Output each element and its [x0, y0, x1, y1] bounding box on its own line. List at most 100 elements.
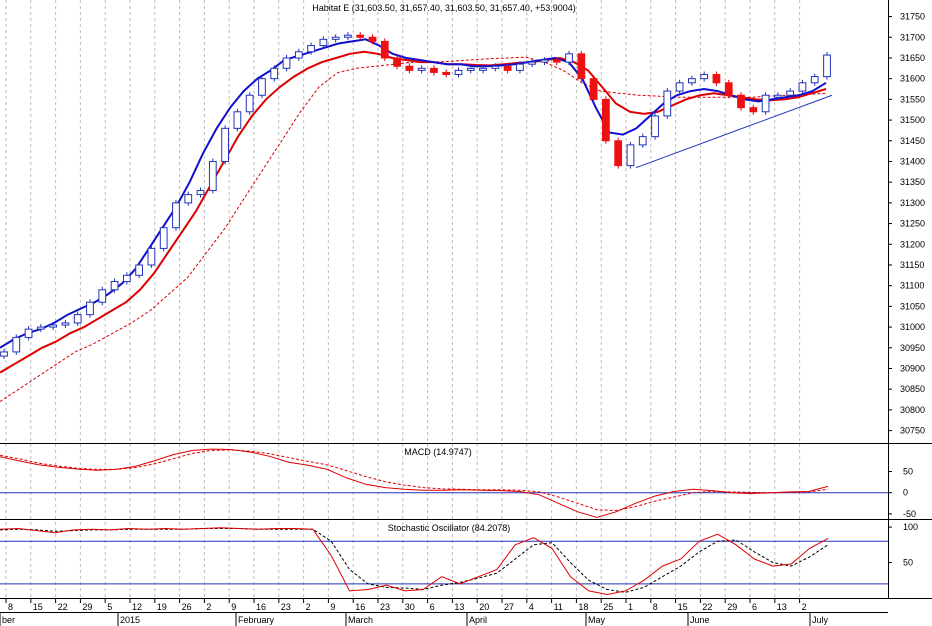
x-day-tick-label: 22 — [702, 602, 712, 612]
x-day-tick-label: 18 — [578, 602, 588, 612]
price-candle — [135, 264, 143, 276]
price-candle — [393, 57, 401, 67]
price-candle — [122, 274, 131, 283]
x-day-tick-label: 26 — [182, 602, 192, 612]
price-candle — [73, 314, 82, 324]
vertical-gridlines — [5, 0, 801, 598]
price-y-tick-label: 30900 — [900, 363, 925, 373]
price-candle — [344, 34, 352, 38]
x-month-label: ber — [2, 615, 15, 625]
price-candle — [491, 65, 500, 69]
price-candle — [638, 136, 647, 146]
price-candle — [61, 322, 70, 326]
support-trendline — [635, 94, 833, 169]
x-day-tick-label: 25 — [603, 602, 613, 612]
price-candle — [823, 54, 831, 78]
x-day-tick-label: 13 — [454, 602, 464, 612]
price-candle — [319, 38, 328, 47]
price-candle — [258, 78, 266, 96]
x-day-tick-label: 6 — [430, 602, 435, 612]
price-y-tick-label: 30950 — [900, 343, 925, 353]
x-month-label: June — [690, 615, 710, 625]
stoch-k-line — [0, 527, 829, 596]
price-y-tick-label: 31650 — [900, 53, 925, 63]
x-day-tick-label: 13 — [777, 602, 787, 612]
price-candle — [208, 160, 217, 191]
price-candle — [159, 227, 168, 249]
price-candle — [0, 351, 8, 357]
price-candles — [0, 32, 831, 360]
price-candle — [380, 40, 389, 59]
price-y-tick-label: 31450 — [900, 136, 925, 146]
stoch-level-lines — [0, 540, 888, 585]
price-candle — [110, 281, 119, 291]
dashed-red-moving-average — [0, 56, 827, 403]
price-candle — [270, 67, 279, 80]
price-candle — [589, 78, 598, 100]
price-candle — [565, 53, 573, 63]
price-y-tick-label: 31600 — [900, 74, 925, 84]
price-y-tick-label: 31250 — [900, 219, 925, 229]
price-candle — [442, 71, 451, 76]
x-day-tick-label: 12 — [132, 602, 142, 612]
macd-signal-line — [0, 449, 829, 512]
x-day-tick-label: 1 — [628, 602, 633, 612]
stoch-y-tick-label: 50 — [903, 558, 913, 568]
price-candle — [810, 76, 819, 84]
x-day-tick-label: 6 — [752, 602, 757, 612]
panel-borders — [0, 0, 932, 599]
x-month-label: April — [469, 615, 487, 625]
price-candle — [516, 63, 524, 71]
price-candle — [749, 107, 758, 113]
price-candle — [98, 289, 107, 303]
price-candle — [417, 67, 426, 71]
price-candle — [86, 301, 94, 316]
price-y-tick-label: 30750 — [900, 426, 925, 436]
price-y-tick-label: 31550 — [900, 94, 925, 104]
price-y-tick-label: 31500 — [900, 115, 925, 125]
x-day-tick-label: 29 — [82, 602, 92, 612]
x-day-tick-label: 29 — [727, 602, 737, 612]
price-candle — [503, 65, 512, 71]
price-y-tick-label: 30800 — [900, 405, 925, 415]
price-y-tick-label: 31350 — [900, 177, 925, 187]
x-month-label: July — [812, 615, 829, 625]
price-candle — [798, 82, 807, 92]
x-day-tick-label: 11 — [554, 602, 563, 612]
price-y-tick-label: 30850 — [900, 384, 925, 394]
price-candle — [466, 67, 475, 71]
macd-y-tick-label: 50 — [903, 467, 913, 477]
price-y-tick-label: 31000 — [900, 322, 925, 332]
price-candle — [675, 82, 684, 92]
x-day-tick-label: 22 — [58, 602, 68, 612]
macd-line — [0, 448, 829, 518]
x-month-label: 2015 — [120, 615, 140, 625]
price-candle — [245, 94, 254, 113]
x-day-tick-label: 19 — [157, 602, 167, 612]
price-candle — [528, 61, 537, 65]
price-candle — [651, 115, 659, 138]
price-candle — [184, 194, 193, 204]
price-candle — [24, 328, 33, 338]
price-candle — [761, 94, 770, 113]
x-day-tick-label: 2 — [306, 602, 311, 612]
price-candle — [307, 45, 315, 53]
x-month-label: March — [348, 615, 373, 625]
stoch-panel-title: Stochastic Oscillator (84.2078) — [388, 523, 511, 533]
price-candle — [368, 36, 377, 42]
red-moving-average — [0, 50, 827, 374]
price-candle — [233, 111, 242, 129]
x-day-tick-label: 16 — [256, 602, 266, 612]
price-y-tick-label: 31200 — [900, 239, 925, 249]
x-day-tick-label: 8 — [8, 602, 13, 612]
price-candle — [786, 90, 795, 96]
price-candle — [282, 57, 291, 69]
price-candle — [552, 59, 561, 63]
price-y-ticks: 30750 30800 30850 30900 30950 31000 31050 31100… — [888, 12, 925, 436]
price-candle — [49, 324, 58, 328]
x-day-tick-label: 9 — [330, 602, 335, 612]
x-day-tick-label: 23 — [380, 602, 390, 612]
x-axis: 8 15 22 29 5 12 19 26 2 9 16 23 2 9 16 23 30 6 13 20 27 4 11 18… — [0, 598, 888, 626]
